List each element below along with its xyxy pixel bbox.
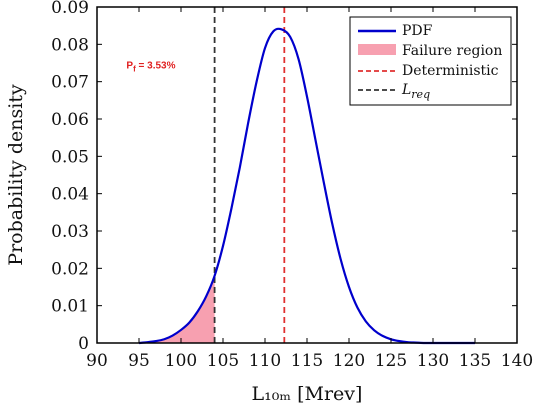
y-tick-label: 0.03 xyxy=(51,222,89,242)
failure-region-layer xyxy=(139,275,215,343)
y-tick-label: 0.04 xyxy=(51,185,89,205)
y-tick-label: 0.06 xyxy=(51,110,89,130)
legend: PDF Failure region Deterministic Lreq xyxy=(349,16,512,106)
y-tick-label: 0 xyxy=(78,334,89,354)
legend-lreq-label: Lreq xyxy=(401,82,430,101)
x-tick-label: 105 xyxy=(207,351,239,371)
x-tick-label: 130 xyxy=(417,351,449,371)
x-tick-label: 95 xyxy=(128,351,150,371)
failure-probability-annotation: Pf = 3.53% xyxy=(126,61,175,74)
x-axis-title: L₁₀ₘ [Mrev] xyxy=(252,383,363,405)
x-tick-label: 135 xyxy=(459,351,491,371)
legend-failure-label: Failure region xyxy=(402,43,502,59)
x-tick-label: 120 xyxy=(333,351,365,371)
y-tick-label: 0.08 xyxy=(51,35,89,55)
x-ticks: 90 95 100 105 110 115 120 125 130 135 140 xyxy=(86,7,533,371)
y-tick-label: 0.05 xyxy=(51,147,89,167)
y-tick-label: 0.09 xyxy=(51,0,89,18)
legend-deterministic-label: Deterministic xyxy=(402,63,499,79)
x-tick-label: 110 xyxy=(249,351,281,371)
x-tick-label: 140 xyxy=(501,351,533,371)
y-axis-title: Probability density xyxy=(5,84,27,266)
legend-failure-swatch xyxy=(358,44,396,55)
y-tick-label: 0.01 xyxy=(51,297,89,317)
reference-lines-layer xyxy=(213,7,286,343)
x-tick-label: 90 xyxy=(86,351,108,371)
y-ticks: 0 0.01 0.02 0.03 0.04 0.05 0.06 0.07 0.08 0.09 xyxy=(51,0,517,354)
y-tick-label: 0.07 xyxy=(51,73,89,93)
y-tick-label: 0.02 xyxy=(51,259,89,279)
legend-pdf-label: PDF xyxy=(402,23,433,39)
x-tick-label: 115 xyxy=(291,351,323,371)
x-tick-label: 100 xyxy=(165,351,197,371)
failure-region-area xyxy=(139,275,215,343)
x-tick-label: 125 xyxy=(375,351,407,371)
